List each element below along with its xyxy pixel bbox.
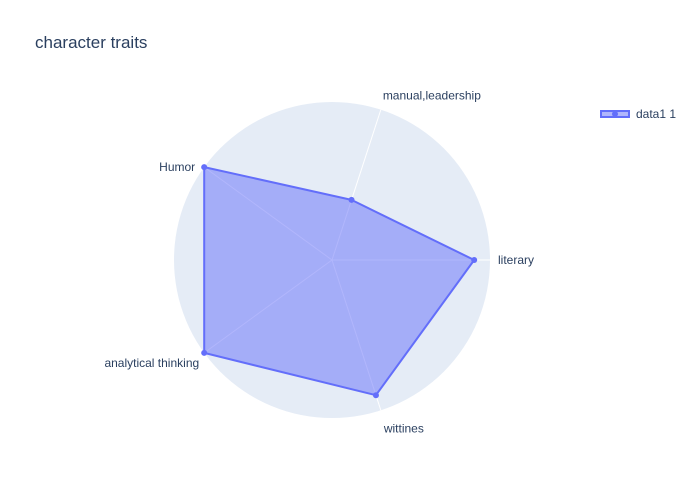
legend[interactable]: data1 1: [600, 106, 676, 122]
chart-title: character traits: [35, 33, 148, 52]
category-label: Humor: [159, 160, 195, 174]
data-point: [471, 257, 478, 263]
category-label: manual,leadership: [383, 89, 481, 103]
category-label: wittines: [383, 421, 424, 435]
legend-label: data1 1: [636, 107, 677, 121]
series-area: [203, 166, 476, 397]
category-label: literary: [498, 253, 534, 267]
data-point: [201, 164, 208, 171]
data-point: [348, 196, 355, 203]
category-label: analytical thinking: [104, 356, 199, 370]
legend-swatch: [600, 110, 630, 118]
data-point: [201, 349, 208, 356]
data-point: [372, 392, 379, 399]
